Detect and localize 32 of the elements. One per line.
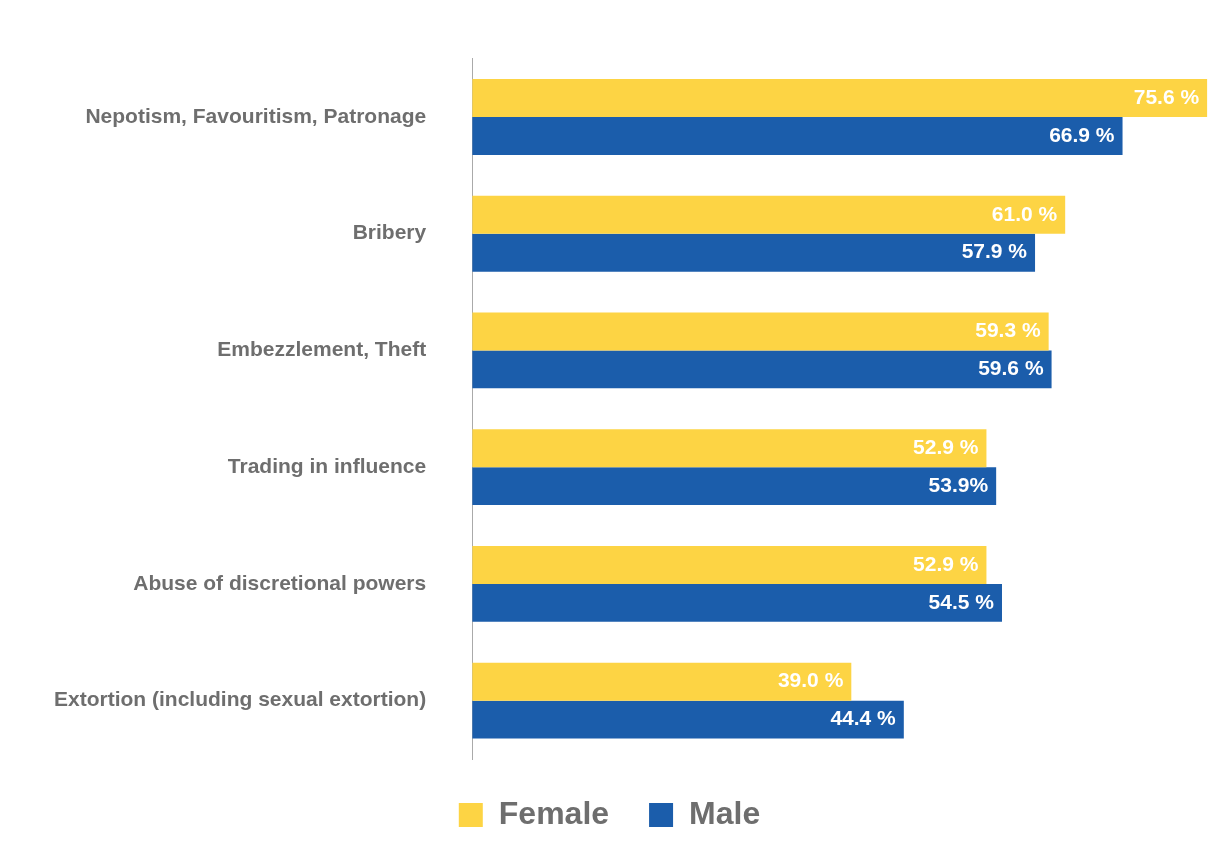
bar	[472, 312, 1049, 351]
data-label: 75.6 %	[1133, 84, 1200, 108]
bar	[472, 545, 987, 584]
data-label: 59.3 %	[975, 318, 1041, 342]
y-tick-label: Nepotism, Favouritism, Patronage	[85, 103, 427, 127]
bar	[472, 350, 1052, 389]
bar	[472, 233, 1036, 272]
data-label: 52.9 %	[913, 434, 979, 458]
data-label: 52.9 %	[913, 551, 979, 575]
data-label: 57.9 %	[961, 239, 1028, 263]
y-tick-label: Extortion (including sexual extortion)	[54, 687, 427, 711]
data-label: 39.0 %	[777, 668, 844, 692]
data-label: 61.0 %	[991, 201, 1058, 225]
data-label: 66.9 %	[1049, 122, 1115, 146]
data-label: 59.6 %	[978, 356, 1044, 380]
bar	[472, 116, 1123, 155]
data-label: 44.4 %	[830, 706, 897, 730]
bar	[472, 662, 852, 701]
data-label: 53.9%	[928, 472, 989, 496]
bar	[472, 429, 987, 468]
legend-label: Male	[689, 794, 761, 831]
bar	[472, 700, 904, 739]
y-tick-label: Bribery	[352, 220, 427, 244]
y-tick-label: Embezzlement, Theft	[217, 337, 427, 361]
bar	[472, 195, 1066, 234]
bar	[472, 79, 1208, 117]
y-tick-label: Abuse of discretional powers	[133, 570, 427, 594]
y-tick-label: Trading in influence	[227, 453, 427, 477]
data-label: 54.5 %	[928, 589, 995, 613]
bar	[472, 467, 997, 506]
bar	[472, 583, 1002, 622]
legend-label: Female	[498, 794, 610, 831]
